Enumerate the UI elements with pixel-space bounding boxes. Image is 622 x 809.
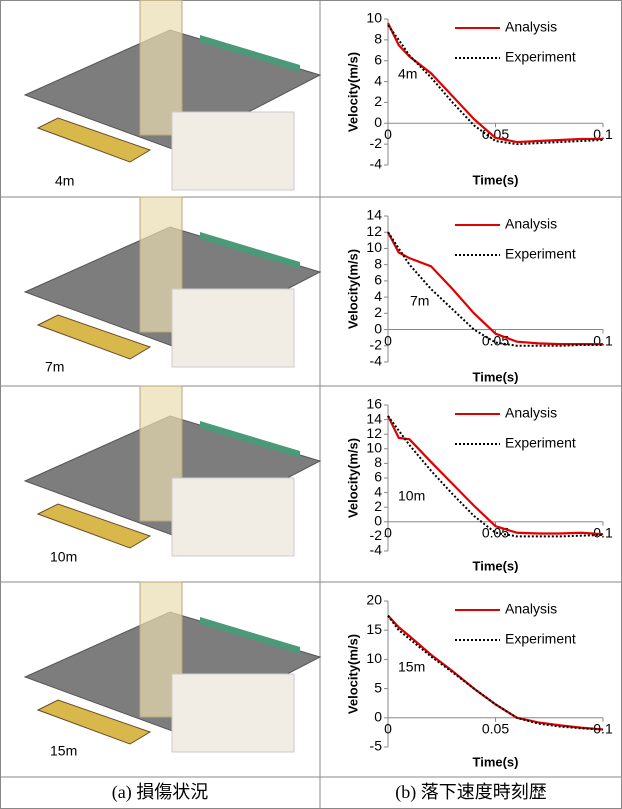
caption: (b) 落下速度時刻歴: [395, 782, 547, 803]
inset-photo: [171, 111, 295, 191]
y-tick-label: -5: [370, 738, 383, 754]
y-axis-title: Velocity(m/s): [345, 634, 360, 714]
annotation: 10m: [398, 488, 425, 504]
inset-photo: [171, 477, 295, 557]
series-line: [387, 614, 604, 731]
y-tick-label: 4: [374, 483, 382, 499]
y-tick-label: 6: [374, 51, 382, 67]
y-tick-label: 8: [374, 31, 382, 47]
y-tick-label: 2: [374, 304, 382, 320]
annotation: 7m: [410, 293, 429, 309]
y-axis-title: Velocity(m/s): [345, 52, 360, 132]
render: [23, 385, 322, 557]
annotation: 4m: [398, 66, 417, 82]
y-tick-label: -2: [370, 336, 383, 352]
legend-label: Analysis: [505, 216, 557, 232]
legend-label: Experiment: [505, 435, 576, 451]
y-tick-label: 12: [366, 223, 382, 239]
y-tick-label: 10: [366, 650, 382, 666]
edge-beam: [200, 232, 300, 269]
legend-label: Analysis: [505, 601, 557, 617]
series-line: [387, 415, 604, 538]
y-tick-label: 6: [374, 272, 382, 288]
y-tick-label: -4: [370, 156, 383, 172]
x-tick-label: 0.1: [593, 721, 613, 737]
y-tick-label: 8: [374, 255, 382, 271]
x-tick-label: 0.1: [593, 525, 613, 541]
image-label: 4m: [55, 173, 74, 189]
y-tick-label: 0: [374, 513, 382, 529]
y-axis-title: Velocity(m/s): [345, 249, 360, 329]
y-axis-title: Velocity(m/s): [345, 438, 360, 518]
x-tick-label: 0.05: [482, 126, 509, 142]
y-tick-label: 16: [366, 396, 382, 412]
y-tick-label: 14: [366, 207, 382, 223]
series-line: [387, 22, 603, 144]
y-tick-label: 12: [366, 425, 382, 441]
y-tick-label: -4: [370, 542, 383, 558]
series-line: [387, 231, 603, 346]
x-tick-label: 0.05: [482, 721, 509, 737]
y-tick-label: 10: [366, 239, 382, 255]
x-tick-label: 0: [384, 721, 392, 737]
beam: [36, 314, 152, 360]
image-label: 15m: [50, 743, 77, 759]
legend-label: Experiment: [505, 246, 576, 262]
edge-beam: [200, 35, 300, 72]
edge-beam: [200, 617, 300, 654]
y-tick-label: 0: [374, 320, 382, 336]
legend-label: Analysis: [505, 405, 557, 421]
y-tick-label: 6: [374, 469, 382, 485]
beam: [36, 699, 152, 745]
x-axis-title: Time(s): [473, 369, 519, 384]
y-tick-label: 8: [374, 454, 382, 470]
y-tick-label: 5: [374, 679, 382, 695]
legend-label: Experiment: [505, 631, 576, 647]
legend-label: Experiment: [505, 49, 576, 65]
series-line: [387, 24, 604, 146]
y-tick-label: 10: [366, 10, 382, 26]
image-label: 10m: [50, 549, 77, 565]
edge-beam: [200, 421, 300, 458]
beam: [36, 503, 152, 549]
y-tick-label: 0: [374, 709, 382, 725]
y-tick-label: 4: [374, 288, 382, 304]
inset-photo: [171, 288, 295, 368]
series-line: [387, 615, 604, 731]
y-tick-label: 2: [374, 93, 382, 109]
x-tick-label: 0: [384, 525, 392, 541]
render: [23, 581, 322, 753]
y-tick-label: 20: [366, 592, 382, 608]
y-tick-label: -4: [370, 353, 383, 369]
render: [23, 0, 322, 191]
y-tick-label: -2: [370, 135, 383, 151]
render: [23, 196, 322, 368]
x-tick-label: 0: [384, 126, 392, 142]
y-tick-label: 0: [374, 114, 382, 130]
annotation: 15m: [398, 659, 425, 675]
inset-photo: [171, 673, 295, 753]
y-tick-label: 4: [374, 72, 382, 88]
y-tick-label: 2: [374, 498, 382, 514]
image-label: 7m: [45, 359, 64, 375]
y-tick-label: 15: [366, 621, 382, 637]
y-tick-label: -2: [370, 527, 383, 543]
legend-label: Analysis: [505, 19, 557, 35]
series-line: [387, 415, 604, 536]
x-axis-title: Time(s): [473, 754, 519, 769]
caption: (a) 損傷状況: [112, 782, 208, 803]
y-tick-label: 10: [366, 440, 382, 456]
x-tick-label: 0: [384, 332, 392, 348]
x-axis-title: Time(s): [473, 172, 519, 187]
beam: [36, 117, 152, 163]
x-axis-title: Time(s): [473, 558, 519, 573]
y-tick-label: 14: [366, 410, 382, 426]
